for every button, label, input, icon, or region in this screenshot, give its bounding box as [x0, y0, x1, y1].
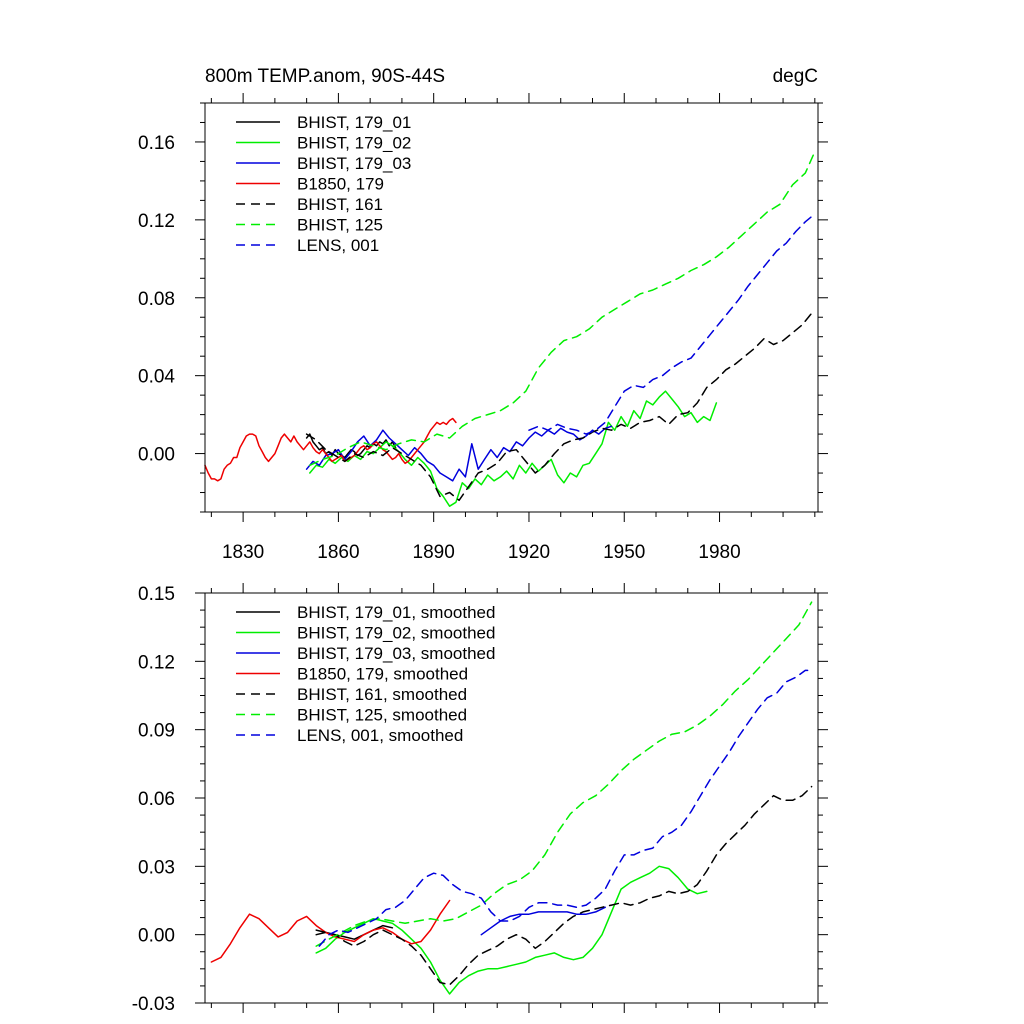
series-line-4: [210, 899, 451, 963]
series-line-1: [305, 433, 397, 459]
legend-label: LENS, 001, smoothed: [297, 726, 463, 745]
legend-label: B1850, 179, smoothed: [297, 665, 468, 684]
panel-title: 800m TEMP.anom, 90S-44S: [205, 66, 445, 87]
y-tick-label: 0.04: [138, 367, 175, 388]
series-line-7: [318, 669, 813, 947]
series-line-2: [315, 865, 708, 995]
series-line-3: [480, 906, 606, 936]
series-line-4: [204, 417, 457, 482]
x-tick-label: 1950: [603, 542, 645, 563]
x-tick-label: 1920: [508, 542, 550, 563]
y-tick-label: 0.03: [138, 857, 175, 878]
legend-label: BHIST, 179_02, smoothed: [297, 624, 495, 643]
legend-label: B1850, 179: [297, 175, 384, 194]
y-tick-label: 0.00: [138, 926, 175, 947]
y-tick-label: 0.09: [138, 721, 175, 742]
series-line-3: [305, 425, 613, 482]
y-tick-label: 0.16: [138, 133, 175, 154]
legend-label: BHIST, 161: [297, 195, 383, 214]
x-tick-label: 1830: [222, 542, 264, 563]
y-tick-label: 0.08: [138, 289, 175, 310]
plot-frame: [204, 102, 819, 513]
top-panel: 800m TEMP.anom, 90S-44S degC BHIST, 179_…: [138, 66, 828, 563]
y-tick-label: 0.12: [138, 652, 175, 673]
y-tick-label: 0.12: [138, 211, 175, 232]
legend-label: BHIST, 179_01, smoothed: [297, 603, 495, 622]
series-line-2: [309, 390, 718, 507]
y-tick-label: -0.03: [132, 994, 175, 1015]
y-tick-label: 0.06: [138, 789, 175, 810]
legend-label: BHIST, 179_03, smoothed: [297, 644, 495, 663]
series-line-7: [528, 213, 816, 435]
series-line-6: [309, 150, 816, 467]
x-tick-label: 1890: [413, 542, 455, 563]
series-line-5: [315, 785, 813, 986]
bottom-panel: BHIST, 179_01, smoothed BHIST, 179_02, sm…: [132, 583, 828, 1015]
y-tick-label: 0.00: [138, 445, 175, 466]
series-line-5: [305, 312, 813, 502]
legend-label: BHIST, 125: [297, 216, 383, 235]
x-tick-label: 1980: [698, 542, 740, 563]
x-tick-label: 1860: [317, 542, 359, 563]
legend-label: BHIST, 179_01: [297, 113, 411, 132]
y-tick-label: 0.15: [138, 584, 175, 605]
legend-label: BHIST, 161, smoothed: [297, 685, 467, 704]
legend-label: LENS, 001: [297, 236, 379, 255]
legend-label: BHIST, 179_02: [297, 134, 411, 153]
units-label: degC: [773, 66, 818, 87]
legend-label: BHIST, 179_03: [297, 154, 411, 173]
legend-label: BHIST, 125, smoothed: [297, 706, 467, 725]
